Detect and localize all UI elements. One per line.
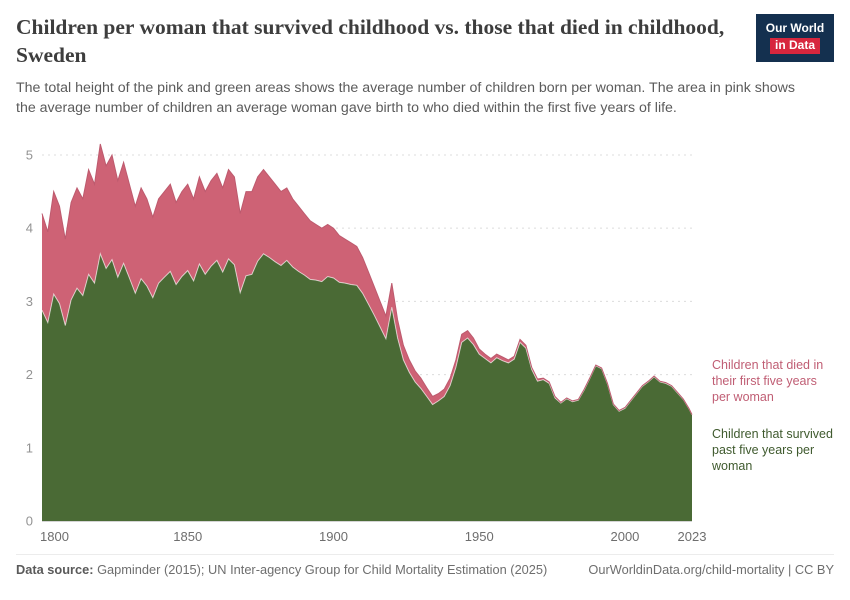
svg-text:4: 4 xyxy=(26,221,33,236)
svg-text:3: 3 xyxy=(26,294,33,309)
chart-area: 0 1 2 3 4 5 1800 1850 1900 1950 2000 2023 Children … xyxy=(16,123,834,552)
owid-logo-line2: in Data xyxy=(769,38,820,54)
svg-text:1950: 1950 xyxy=(465,529,494,544)
svg-text:2023: 2023 xyxy=(678,529,707,544)
data-source-text: Gapminder (2015); UN Inter-agency Group … xyxy=(93,562,548,578)
svg-text:1: 1 xyxy=(26,440,33,455)
svg-text:1900: 1900 xyxy=(319,529,348,544)
plot-svg: 0 1 2 3 4 5 1800 1850 1900 1950 2000 2023 xyxy=(26,143,707,544)
svg-text:1850: 1850 xyxy=(173,529,202,544)
plot-container: 0 1 2 3 4 5 1800 1850 1900 1950 2000 2023 xyxy=(16,123,708,552)
chart-subtitle: The total height of the pink and green a… xyxy=(16,79,795,117)
svg-text:2000: 2000 xyxy=(610,529,639,544)
data-source-prefix: Data source: xyxy=(16,562,94,578)
owid-logo-line1: Our World xyxy=(765,21,825,35)
data-source-note: Data source: Gapminder (2015); UN Inter-… xyxy=(16,562,547,577)
series-annotations: Children that died in their first five y… xyxy=(708,123,834,552)
svg-text:2: 2 xyxy=(26,367,33,382)
svg-text:1800: 1800 xyxy=(40,529,69,544)
footer: Data source: Gapminder (2015); UN Inter-… xyxy=(16,554,834,577)
svg-text:0: 0 xyxy=(26,514,33,529)
credit-link[interactable]: OurWorldinData.org/child-mortality | CC … xyxy=(588,562,834,578)
header: Children per woman that survived childho… xyxy=(16,14,834,70)
owid-logo: Our World in Data xyxy=(756,14,834,62)
survived-series-label: Children that survived past five years p… xyxy=(712,427,833,474)
svg-text:5: 5 xyxy=(26,148,33,163)
died-series-label: Children that died in their first five y… xyxy=(712,358,824,405)
chart-title: Children per woman that survived childho… xyxy=(16,15,725,67)
